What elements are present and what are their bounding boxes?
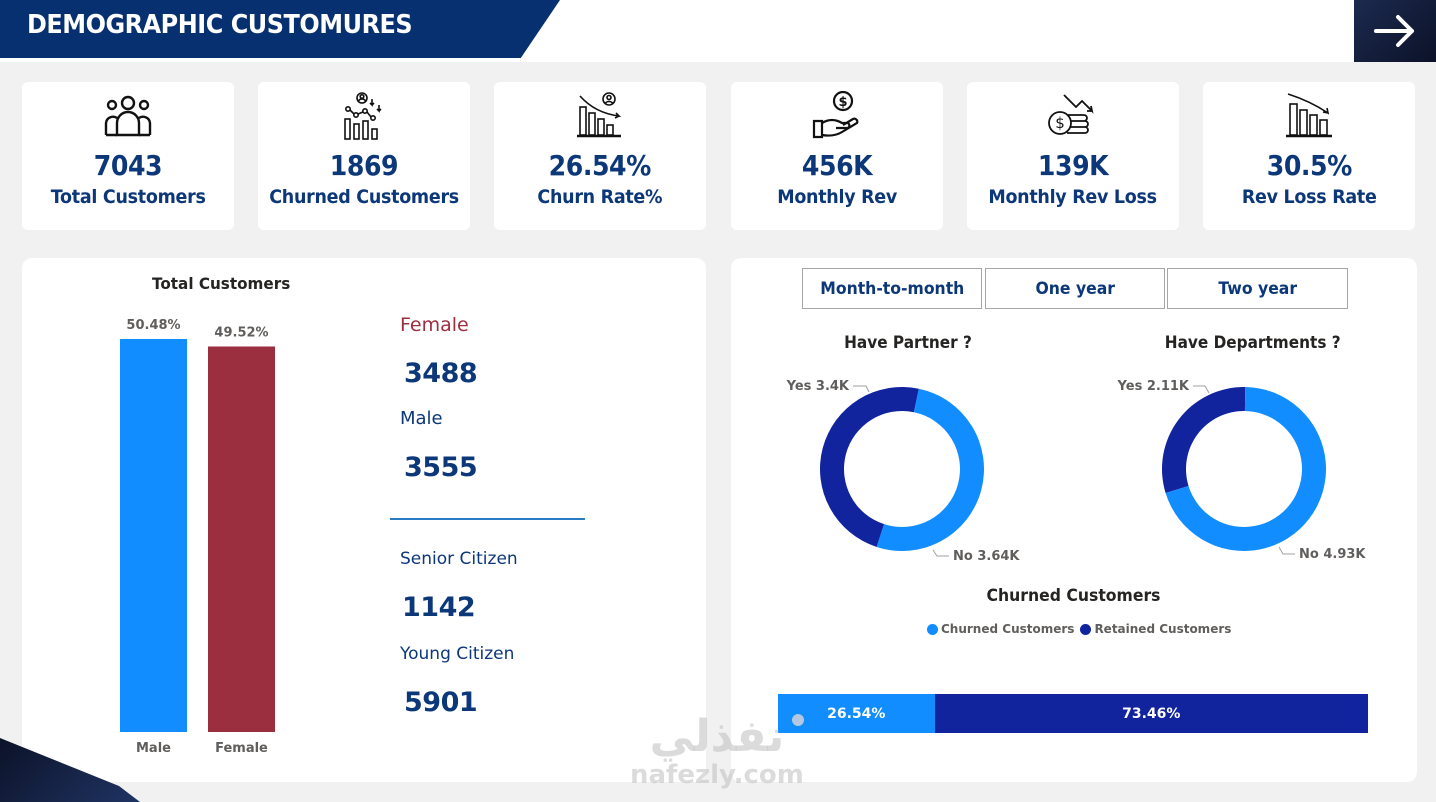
legend-item-churned[interactable]: Churned Customers — [927, 622, 1074, 636]
young-citizen-count: 5901 — [404, 687, 478, 718]
donut-leader-line — [932, 549, 949, 557]
churn-legend: Churned Customers Retained Customers — [927, 622, 1237, 636]
bar-data-label: 49.52% — [214, 325, 268, 340]
churned-segment[interactable]: 26.54% — [778, 694, 935, 733]
bar-data-label: 50.48% — [126, 318, 180, 333]
slicer-label: Two year — [1218, 278, 1297, 299]
departments-donut-chart: Yes 2.11K No 4.93K — [1117, 379, 1367, 562]
contract-churn-panel: Month-to-month One year Two year Have Pa… — [731, 258, 1417, 782]
slicer-label: Month-to-month — [819, 278, 965, 299]
donut-slice-yes[interactable] — [820, 387, 919, 547]
segment-data-label: 73.46% — [1122, 705, 1181, 722]
churn-chart-title-text: Churned Customers — [987, 586, 1161, 606]
kpi-value: 7043 — [93, 149, 163, 182]
kpi-label: Monthly Rev Loss — [988, 186, 1158, 208]
donut-data-label: No 4.93K — [1299, 547, 1366, 562]
slicer-one-year[interactable]: One year — [985, 268, 1165, 309]
kpi-card-revenue-loss-rate: 30.5% Rev Loss Rate — [1203, 82, 1415, 230]
bar-female[interactable] — [208, 346, 275, 732]
declining-bar-chart-icon — [1281, 91, 1337, 141]
churn-stacked-bar: 26.54% 73.46% — [778, 694, 1368, 733]
donut-leader-line — [1278, 546, 1295, 555]
kpi-card-total-customers: 7043 Total Customers — [22, 82, 234, 230]
legend-label: Churned Customers — [941, 622, 1075, 636]
kpi-label: Churn Rate% — [537, 186, 663, 208]
male-count: 3555 — [404, 452, 478, 483]
customer-churn-chart-icon — [336, 91, 392, 141]
divider — [390, 518, 585, 520]
watermark-dot — [792, 714, 804, 726]
slicer-two-year[interactable]: Two year — [1167, 268, 1348, 309]
next-page-button[interactable] — [1354, 0, 1436, 62]
kpi-value: 26.54% — [548, 149, 652, 182]
donut-slice-no[interactable] — [1165, 387, 1326, 551]
senior-citizen-label: Senior Citizen — [400, 549, 518, 569]
declining-bar-chart-user-icon — [572, 91, 628, 141]
female-label: Female — [400, 314, 469, 336]
svg-text:$: $ — [1055, 114, 1065, 132]
page-title: DEMOGRAPHIC CUSTOMURES — [27, 10, 413, 40]
legend-dot-icon — [1080, 623, 1092, 635]
donut-data-label: No 3.64K — [953, 549, 1020, 564]
kpi-label: Rev Loss Rate — [1241, 186, 1377, 208]
female-count: 3488 — [404, 358, 478, 389]
kpi-value: 456K — [801, 149, 873, 182]
donut-data-label: Yes 2.11K — [1117, 379, 1190, 394]
coins-trend-down-icon: $ — [1045, 91, 1101, 141]
kpi-card-monthly-revenue-loss: $ 139K Monthly Rev Loss — [967, 82, 1179, 230]
people-group-icon — [100, 91, 156, 141]
donut-leader-line — [1193, 385, 1210, 394]
churn-chart-title: Churned Customers — [731, 586, 1417, 606]
senior-citizen-count: 1142 — [402, 592, 476, 623]
svg-text:$: $ — [838, 95, 847, 110]
kpi-card-monthly-revenue: $ 456K Monthly Rev — [731, 82, 943, 230]
legend-label: Retained Customers — [1094, 622, 1232, 636]
arrow-right-icon — [1374, 15, 1414, 47]
retained-segment[interactable]: 73.46% — [934, 694, 1368, 733]
bar-male[interactable] — [120, 339, 187, 732]
male-label: Male — [400, 408, 443, 429]
bar-category-label: Female — [215, 741, 268, 756]
partner-donut-chart: Yes 3.4K No 3.64K — [786, 379, 1021, 564]
bar-category-label: Male — [136, 741, 171, 756]
header-title-banner — [0, 0, 560, 58]
donut-slice-yes[interactable] — [1162, 387, 1246, 493]
gender-bar-chart: 50.48% Male 49.52% Female — [120, 318, 275, 756]
gender-age-panel: Total Customers 50.48% Male 49.52% Female F… — [22, 258, 706, 782]
slicer-label: One year — [1035, 278, 1115, 299]
kpi-label: Churned Customers — [269, 186, 459, 208]
kpi-card-churn-rate: 26.54% Churn Rate% — [494, 82, 706, 230]
segment-data-label: 26.54% — [827, 705, 886, 722]
kpi-label: Monthly Rev — [777, 186, 897, 208]
young-citizen-label: Young Citizen — [400, 644, 515, 664]
donut-slice-no[interactable] — [876, 388, 985, 551]
legend-item-retained[interactable]: Retained Customers — [1080, 622, 1231, 636]
kpi-label: Total Customers — [50, 186, 206, 208]
donut-leader-line — [853, 385, 870, 393]
departments-donut-title: Have Departments ? — [1164, 333, 1341, 353]
kpi-card-churned-customers: 1869 Churned Customers — [258, 82, 470, 230]
donut-data-label: Yes 3.4K — [786, 379, 850, 394]
header: DEMOGRAPHIC CUSTOMURES — [0, 0, 1436, 62]
partner-donut-title: Have Partner ? — [844, 333, 972, 353]
kpi-value: 30.5% — [1266, 149, 1352, 182]
kpi-value: 139K — [1037, 149, 1109, 182]
hand-dollar-icon: $ — [809, 91, 865, 141]
kpi-value: 1869 — [329, 149, 399, 182]
bar-chart-title: Total Customers — [152, 274, 291, 293]
slicer-month-to-month[interactable]: Month-to-month — [802, 268, 982, 309]
legend-dot-icon — [927, 623, 938, 635]
